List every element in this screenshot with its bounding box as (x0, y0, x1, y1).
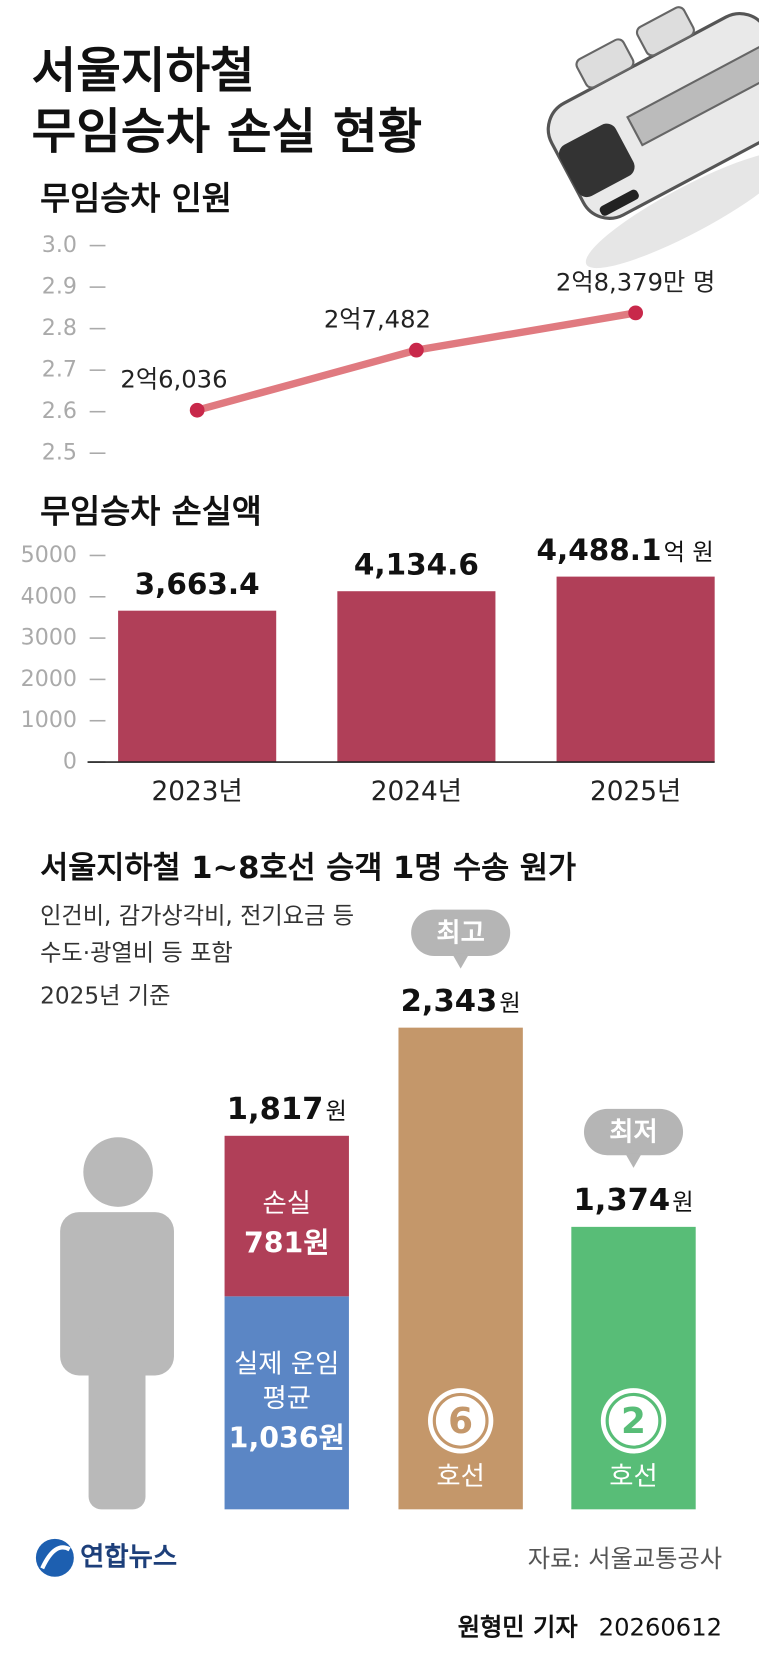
train-roof-unit (575, 38, 635, 89)
y-tick-label: 2000 (21, 666, 77, 692)
logo-swoosh (40, 1545, 71, 1570)
point (409, 342, 424, 358)
segment-label: 781원 (244, 1226, 330, 1259)
train-illustration (546, 6, 759, 269)
train-roof-unit (635, 6, 695, 57)
bar (337, 591, 496, 763)
data-label: 4,134.6 (354, 547, 479, 581)
x-tick-label: 2023년 (152, 777, 243, 807)
data-label: 2억8,379만 명 (556, 267, 715, 296)
y-tick-label: 0 (63, 749, 77, 775)
main-title: 서울지하철 (32, 43, 255, 99)
person-body (60, 1212, 174, 1376)
data-label: 2억7,482 (324, 305, 431, 334)
person-head (83, 1137, 153, 1207)
train-window (558, 123, 635, 198)
y-tick-label: 2.7 (42, 357, 77, 383)
chart-title: 무임승차 손실액 (40, 492, 262, 530)
logo-text: 연합뉴스 (80, 1542, 177, 1572)
y-tick-label: 1000 (21, 707, 77, 733)
value-label: 2,343 (401, 984, 498, 1019)
badge-pointer (625, 1153, 642, 1168)
value-label: 1,817 (227, 1092, 324, 1127)
byline: 원형민 기자 (458, 1612, 579, 1641)
point (189, 402, 205, 418)
data-label: 2억6,036 (120, 365, 227, 394)
badge-pointer (452, 953, 470, 969)
bar (556, 576, 715, 763)
data-label: 3,663.4 (135, 567, 260, 601)
y-tick-label: 2.9 (42, 274, 77, 300)
source: 자료: 서울교통공사 (528, 1544, 722, 1573)
stack-segment (224, 1296, 349, 1510)
segment-name: 평균 (263, 1384, 311, 1414)
line-badge-inner (432, 1392, 489, 1449)
badge (583, 1108, 684, 1156)
note: 인건비, 감가상각비, 전기요금 등 (40, 902, 354, 929)
basis: 2025년 기준 (40, 983, 170, 1010)
y-tick-label: 3.0 (42, 232, 77, 258)
value-label: 4,488.1 (536, 533, 661, 567)
y-tick-label: 5000 (21, 542, 77, 568)
value-unit: 원 (672, 1189, 693, 1216)
badge (411, 909, 511, 956)
value-unit: 원 (325, 1098, 346, 1125)
value-unit: 원 (499, 990, 520, 1017)
y-tick-label: 2.6 (42, 398, 77, 424)
bar (118, 610, 277, 763)
date: 20260612 (599, 1612, 722, 1641)
y-tick-label: 3000 (21, 625, 77, 651)
badge-text: 최고 (436, 918, 484, 948)
line-suffix: 호선 (609, 1462, 657, 1492)
value-label: 1,374 (573, 1183, 670, 1218)
person-legs (88, 1328, 146, 1510)
segment-name: 손실 (263, 1189, 311, 1219)
train-side (626, 41, 759, 147)
stack-segment (224, 1135, 349, 1297)
line-number: 6 (448, 1401, 473, 1442)
x-tick-label: 2025년 (590, 777, 681, 807)
x-tick-label: 2024년 (371, 777, 462, 807)
train-light (599, 189, 639, 216)
y-tick-label: 2.8 (42, 315, 77, 341)
point (628, 305, 644, 321)
bar (571, 1226, 696, 1510)
chart-title: 서울지하철 1~8호선 승객 1명 수송 원가 (40, 851, 576, 886)
line-badge-inner (605, 1392, 662, 1449)
train-shadow (585, 151, 759, 269)
segment-name: 실제 운임 (234, 1349, 339, 1379)
y-tick-label: 2.5 (42, 440, 77, 466)
note: 수도·광열비 등 포함 (40, 939, 233, 966)
badge-text: 최저 (609, 1118, 657, 1148)
main-title: 무임승차 손실 현황 (32, 104, 422, 160)
person-icon (60, 1137, 174, 1510)
logo-mark (35, 1538, 74, 1577)
y-tick-label: 4000 (21, 583, 77, 609)
segment-label: 1,036원 (229, 1422, 345, 1455)
line-suffix: 호선 (436, 1462, 484, 1492)
value-unit: 억 원 (664, 539, 714, 566)
logo: 연합뉴스 (35, 1538, 177, 1577)
line-number: 2 (621, 1401, 646, 1442)
chart-title: 무임승차 인원 (40, 179, 232, 217)
